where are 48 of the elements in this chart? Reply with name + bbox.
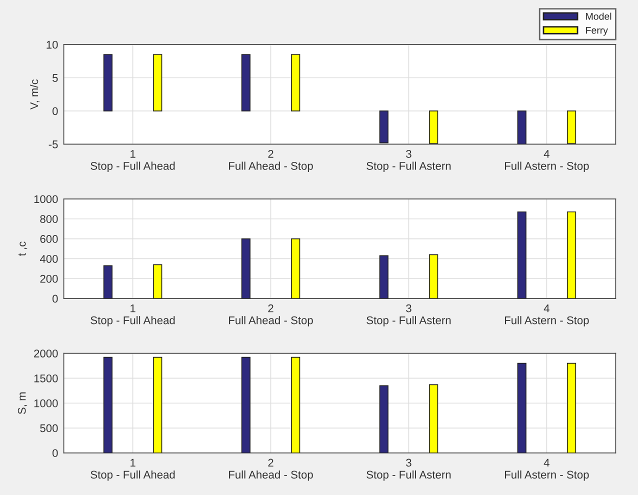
bar bbox=[379, 385, 388, 453]
x-tick-label: 1 Stop - Full Ahead bbox=[90, 150, 175, 172]
x-tick-label: 2 Full Ahead - Stop bbox=[229, 150, 313, 172]
bar bbox=[291, 356, 300, 453]
bar bbox=[428, 384, 438, 453]
y-tick-label: 200 bbox=[40, 274, 58, 283]
y-tick-label: 1000 bbox=[34, 195, 58, 204]
bar bbox=[428, 254, 438, 299]
x-tick-label: 2 Full Ahead - Stop bbox=[229, 304, 313, 326]
x-tick-label: 1 Stop - Full Ahead bbox=[90, 304, 175, 326]
bar bbox=[153, 264, 162, 299]
bar bbox=[517, 362, 526, 453]
y-tick-label: 600 bbox=[40, 235, 58, 243]
bar bbox=[241, 238, 250, 299]
y-tick-label: 500 bbox=[40, 424, 58, 432]
y-tick-label: 0 bbox=[52, 294, 58, 303]
legend-label: Ferry bbox=[586, 26, 608, 36]
y-tick-label: 1000 bbox=[34, 399, 58, 408]
x-tick-label: 3 Stop - Full Astern bbox=[366, 150, 451, 172]
bar bbox=[379, 255, 388, 299]
x-tick-label: 2 Full Ahead - Stop bbox=[229, 458, 313, 481]
bar bbox=[241, 356, 250, 453]
bar bbox=[291, 238, 300, 299]
bar bbox=[517, 211, 526, 299]
y-tick-label: 5 bbox=[52, 74, 58, 82]
bar bbox=[566, 362, 576, 453]
x-tick-label: 4 Full Astern - Stop bbox=[504, 458, 589, 481]
y-tick-label: 0 bbox=[52, 449, 58, 458]
x-tick-label: 4 Full Astern - Stop bbox=[504, 150, 589, 172]
y-axis-title: V, m/c bbox=[30, 79, 40, 110]
y-tick-label: 10 bbox=[46, 40, 58, 49]
y-tick-label: 0 bbox=[52, 107, 58, 116]
y-axis-title: t ,c bbox=[18, 242, 28, 256]
x-tick-label: 1 Stop - Full Ahead bbox=[90, 458, 175, 481]
bar bbox=[103, 356, 113, 453]
bar bbox=[566, 211, 576, 299]
bar bbox=[153, 356, 162, 453]
y-tick-label: 2000 bbox=[34, 350, 58, 358]
y-tick-label: -5 bbox=[48, 140, 58, 148]
y-axis-title: S, m bbox=[18, 392, 28, 414]
x-tick-label: 4 Full Astern - Stop bbox=[504, 304, 589, 326]
y-tick-label: 800 bbox=[40, 215, 58, 223]
bar bbox=[103, 265, 113, 299]
legend-label: Model bbox=[586, 12, 612, 20]
x-tick-label: 3 Stop - Full Astern bbox=[366, 304, 451, 326]
y-tick-label: 1500 bbox=[34, 374, 58, 382]
x-tick-label: 3 Stop - Full Astern bbox=[366, 458, 451, 481]
y-tick-label: 400 bbox=[40, 254, 58, 263]
